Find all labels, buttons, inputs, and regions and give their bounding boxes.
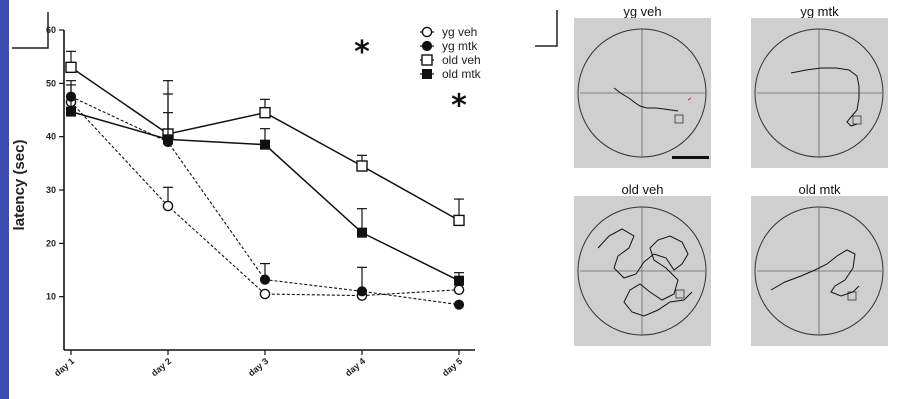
y-tick-label: 30 xyxy=(46,185,56,195)
y-tick-label: 60 xyxy=(46,25,56,35)
y-tick-label: 10 xyxy=(46,292,56,302)
legend-item: yg mtk xyxy=(420,39,478,53)
legend-label: yg mtk xyxy=(442,39,478,53)
track-panel-yg-veh xyxy=(574,18,711,168)
legend-label: yg veh xyxy=(442,25,477,39)
series-old-veh xyxy=(65,50,465,227)
data-point xyxy=(259,274,271,285)
corner-bracket-mark xyxy=(12,12,49,49)
x-tick-label: day 1 xyxy=(52,356,76,378)
significance-star: * xyxy=(354,35,370,70)
scale-bar xyxy=(672,156,709,159)
track-panel-yg-mtk xyxy=(751,18,888,168)
swim-path xyxy=(770,249,860,297)
legend-label: old veh xyxy=(442,53,481,67)
data-point xyxy=(259,106,271,119)
y-tick-label: 20 xyxy=(46,238,56,248)
left-color-stripe xyxy=(0,0,9,399)
data-point xyxy=(163,134,173,145)
annotation-layer: ** xyxy=(354,35,467,123)
series-line xyxy=(70,101,460,297)
legend-marker xyxy=(421,40,433,52)
data-point xyxy=(453,284,465,296)
panel-title-old-veh: old veh xyxy=(621,182,664,197)
swim-path xyxy=(597,228,693,317)
data-point xyxy=(356,160,368,172)
platform-square xyxy=(675,289,685,299)
legend-item: old veh xyxy=(420,53,481,67)
data-point xyxy=(356,286,368,297)
data-point xyxy=(453,299,465,310)
x-ticks-group: day 1 day 2 day 3 day 4 day 5 xyxy=(52,350,464,378)
x-tick-label: day 4 xyxy=(343,356,367,378)
series-old-mtk xyxy=(66,84,464,286)
panel-title-yg-mtk: yg mtk xyxy=(800,4,839,19)
swim-path-accent xyxy=(687,97,692,101)
panel-title-yg-veh: yg veh xyxy=(623,4,662,19)
platform-square xyxy=(852,115,862,125)
data-point xyxy=(453,214,465,227)
data-point xyxy=(357,227,367,238)
platform-square xyxy=(674,114,684,124)
significance-star: * xyxy=(451,88,467,123)
data-point xyxy=(259,288,271,300)
data-point xyxy=(65,61,77,74)
panel-title-old-mtk: old mtk xyxy=(798,182,841,197)
legend-item: yg veh xyxy=(420,25,477,39)
series-layer xyxy=(65,50,465,310)
data-point xyxy=(454,275,464,286)
swim-path xyxy=(613,87,679,112)
legend-marker xyxy=(422,69,432,79)
data-point xyxy=(260,139,270,150)
y-axis-title: latency (sec) xyxy=(11,140,28,231)
data-point xyxy=(162,200,174,212)
data-point xyxy=(66,106,76,117)
x-tick-label: day 5 xyxy=(440,356,464,378)
legend-label: old mtk xyxy=(442,67,482,81)
swim-path xyxy=(790,67,860,127)
panel-corner-bracket xyxy=(535,10,558,47)
legend-marker xyxy=(421,54,433,66)
y-tick-label: 50 xyxy=(46,78,56,88)
x-tick-label: day 3 xyxy=(246,356,270,378)
y-tick-label: 40 xyxy=(46,132,56,142)
x-tick-label: day 2 xyxy=(149,356,173,378)
legend-item: old mtk xyxy=(420,67,482,81)
latency-line-chart: 10 20 30 40 50 60 day 1 day 2 day 3 day 4 day 5 l… xyxy=(11,12,482,378)
track-panel-old-mtk xyxy=(751,196,888,346)
track-panel-old-veh xyxy=(574,196,711,346)
legend-marker xyxy=(421,26,433,38)
y-ticks-group: 10 20 30 40 50 60 xyxy=(46,25,64,302)
